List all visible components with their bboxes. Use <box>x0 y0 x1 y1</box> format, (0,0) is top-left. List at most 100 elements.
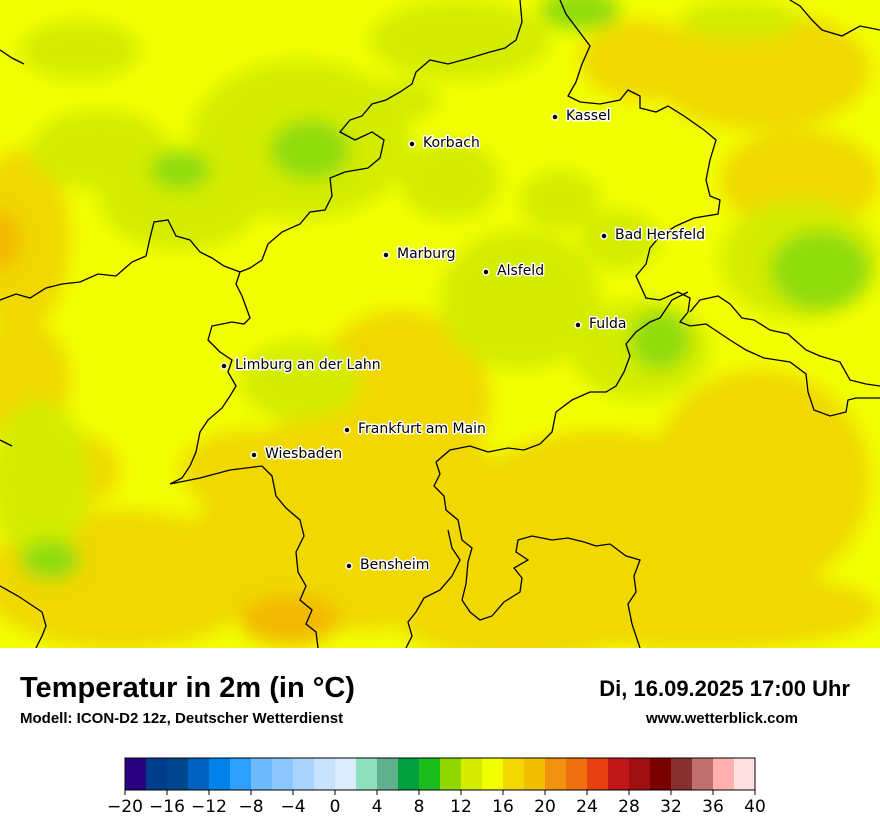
temp-zone-hot <box>0 210 340 645</box>
mild-area <box>20 20 140 80</box>
hot-area <box>240 595 340 645</box>
city-label: Frankfurt am Main <box>358 421 486 437</box>
city-label: Alsfeld <box>497 263 544 279</box>
legend-frame <box>124 757 756 791</box>
city-label: Bensheim <box>360 557 429 573</box>
city-dot <box>250 451 258 459</box>
legend-swatch <box>398 758 420 790</box>
legend-tick-label: 4 <box>372 797 383 817</box>
legend-swatch <box>440 758 462 790</box>
city-dot <box>382 251 390 259</box>
warm-area <box>520 570 880 648</box>
model-info: Modell: ICON-D2 12z, Deutscher Wetterdie… <box>20 710 344 727</box>
legend-tick-label: 12 <box>450 797 472 817</box>
north-border-west <box>0 49 25 65</box>
hesse-border-south-main <box>435 291 689 463</box>
hesse-border-odenwald <box>415 529 461 613</box>
legend-tick-label: 36 <box>702 797 724 817</box>
mild-area <box>580 210 660 270</box>
city-dot <box>343 426 351 434</box>
cool-area <box>270 120 350 180</box>
legend-swatch <box>377 758 399 790</box>
website-link[interactable]: www.wetterblick.com <box>646 710 798 727</box>
southwest-border <box>0 585 47 648</box>
map-canvas: Kassel Korbach Bad Hersfeld Marburg Alsfeld F… <box>0 0 880 648</box>
forecast-datetime: Di, 16.09.2025 17:00 Uhr <box>599 676 850 701</box>
legend-swatch <box>587 758 609 790</box>
hesse-border <box>169 0 523 485</box>
mild-area <box>520 170 600 230</box>
legend-swatch <box>125 758 147 790</box>
city-label: Fulda <box>589 316 627 332</box>
mild-area <box>440 230 600 370</box>
legend-swatch <box>356 758 378 790</box>
temperature-map: Kassel Korbach Bad Hersfeld Marburg Alsfeld F… <box>0 0 880 648</box>
warm-area <box>650 370 870 590</box>
warm-area <box>180 430 320 510</box>
legend-swatch <box>335 758 357 790</box>
hesse-border-spessart <box>433 461 641 648</box>
city-label: Marburg <box>397 246 456 262</box>
cool-area <box>20 540 80 580</box>
state-borders <box>0 0 880 648</box>
mild-area <box>680 0 800 40</box>
legend-tick-label: −8 <box>238 797 263 817</box>
legend-tick-label: 16 <box>492 797 514 817</box>
city-label: Korbach <box>423 135 480 151</box>
map-footer: Temperatur in 2m (in °C) Modell: ICON-D2… <box>0 648 880 830</box>
city-dot <box>408 140 416 148</box>
legend-swatch <box>566 758 588 790</box>
legend-swatch <box>461 758 483 790</box>
mild-area <box>360 80 440 120</box>
cool-area <box>630 310 690 370</box>
legend-tick-label: 24 <box>576 797 598 817</box>
legend-swatch <box>230 758 252 790</box>
legend-swatch <box>650 758 672 790</box>
legend-swatch <box>293 758 315 790</box>
hot-area <box>0 210 20 270</box>
city-dot <box>345 562 353 570</box>
color-legend: −20 −16 −12 −8 −4 0 4 8 12 16 20 24 28 32 36 40 <box>107 757 766 817</box>
legend-tick-label: 0 <box>330 797 341 817</box>
cool-area <box>540 0 620 30</box>
hesse-border-southeast <box>789 0 880 37</box>
legend-tick-label: 8 <box>414 797 425 817</box>
legend-tick-label: 32 <box>660 797 682 817</box>
city-markers: Kassel Korbach Bad Hersfeld Marburg Alsfeld F… <box>220 107 707 575</box>
cool-area <box>770 230 870 310</box>
map-title: Temperatur in 2m (in °C) <box>20 672 355 704</box>
city-dot <box>551 113 559 121</box>
city-dot <box>482 268 490 276</box>
city-label: Wiesbaden <box>265 446 342 462</box>
legend-swatch <box>167 758 189 790</box>
legend-tick-label: 28 <box>618 797 640 817</box>
legend-swatch <box>419 758 441 790</box>
hesse-border-east <box>559 0 880 417</box>
legend-swatch <box>251 758 273 790</box>
mild-area <box>0 400 90 560</box>
legend-swatch <box>545 758 567 790</box>
legend-swatch <box>503 758 525 790</box>
legend-tick-label: −12 <box>191 797 227 817</box>
city-label: Limburg an der Lahn <box>235 357 381 373</box>
city-label: Kassel <box>566 108 611 124</box>
warm-area <box>580 20 700 100</box>
legend-tick-label: −4 <box>280 797 305 817</box>
legend-swatch <box>209 758 231 790</box>
legend-swatch <box>482 758 504 790</box>
mild-area <box>30 110 170 190</box>
cool-area <box>150 150 210 190</box>
city-dot <box>600 232 608 240</box>
legend-swatch <box>524 758 546 790</box>
southwest-border-2 <box>0 439 13 447</box>
warm-area <box>650 10 870 130</box>
legend-tick-label: −16 <box>149 797 185 817</box>
hesse-border-south <box>169 465 319 648</box>
legend-tick-label: −20 <box>107 797 143 817</box>
legend-swatch <box>272 758 294 790</box>
temperature-field <box>0 0 880 648</box>
temp-zone-cool <box>20 0 870 580</box>
legend-swatch <box>146 758 168 790</box>
hesse-border-southwest <box>405 611 417 648</box>
legend-swatch <box>188 758 210 790</box>
